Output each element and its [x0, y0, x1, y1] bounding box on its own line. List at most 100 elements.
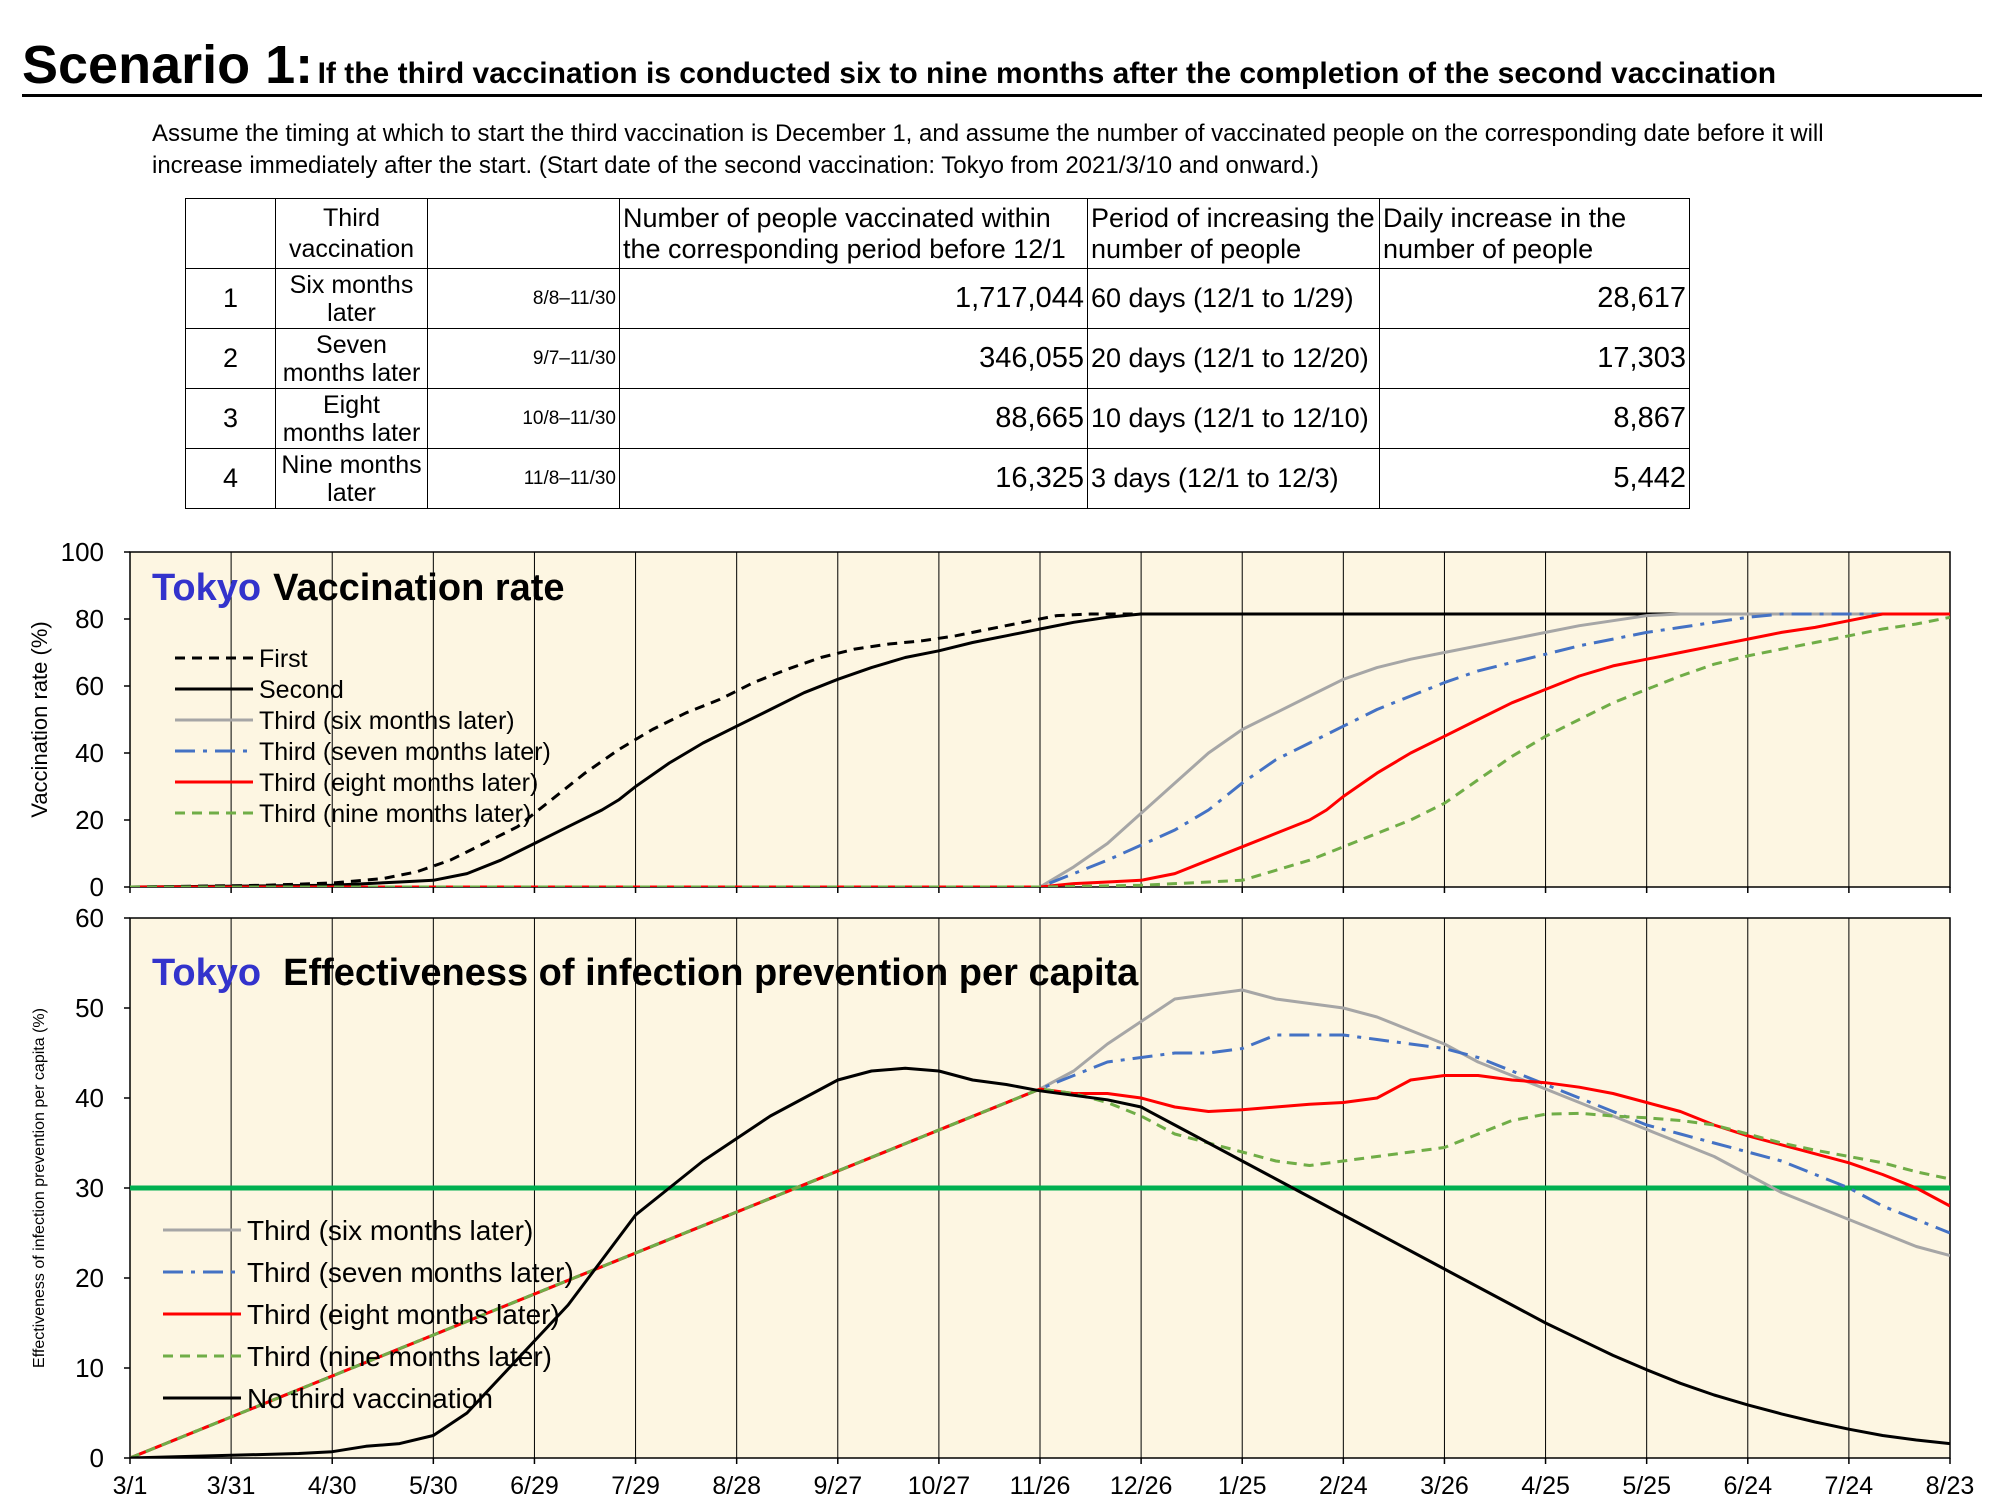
x-tick-label: 7/24 [1825, 1472, 1874, 1500]
y-tick-label: 0 [90, 872, 104, 902]
chart-1: 0 20 40 60 80 100 Vaccination rate (%) Tokyo Vac… [27, 537, 1951, 902]
series-line-2 [130, 612, 1950, 887]
row-range: 10/8–11/30 [427, 388, 620, 449]
series-line-2 [130, 1033, 1950, 1458]
x-tick-label: 8/28 [712, 1472, 761, 1500]
row-no: 2 [185, 328, 276, 389]
x-tick-label: 2/24 [1319, 1472, 1368, 1500]
series-line-6 [130, 615, 1950, 887]
y-axis-label: Effectiveness of infection prevention pe… [31, 1008, 48, 1368]
row-daily: 5,442 [1379, 448, 1690, 509]
legend-label: No third vaccination [247, 1383, 493, 1414]
scenario-subtitle: If the third vaccination is conducted si… [317, 57, 1777, 90]
x-tick-label: 8/23 [1926, 1472, 1975, 1500]
row-timing: Seven months later [275, 328, 428, 389]
y-tick-label: 60 [75, 671, 104, 701]
third-vaccination-table: Third vaccination Number of people vacci… [185, 198, 1690, 509]
row-timing: Eight months later [275, 388, 428, 449]
legend-label: Third (seven months later) [259, 738, 551, 766]
y-tick-label: 30 [75, 1173, 104, 1203]
header-daily: Daily increase in the number of people [1379, 198, 1690, 269]
row-period: 60 days (12/1 to 1/29) [1087, 268, 1380, 329]
chart-2: 3/1 3/31 4/30 5/30 6/29 7/29 8/28 9/27 10/27 11/2… [31, 903, 1974, 1500]
row-people: 16,325 [619, 448, 1088, 509]
row-timing: Six months later [275, 268, 428, 329]
chart-title: Tokyo Vaccination rate [152, 567, 565, 609]
legend-label: Second [259, 676, 344, 704]
series-line-4 [130, 1087, 1950, 1458]
row-people: 88,665 [619, 388, 1088, 449]
page-title: Scenario 1: If the third vaccination is … [22, 38, 1982, 97]
chart-title-region: Tokyo [152, 567, 261, 609]
y-tick-label: 80 [75, 604, 104, 634]
row-range: 8/8–11/30 [427, 268, 620, 329]
legend-label: Third (nine months later) [259, 800, 531, 828]
y-axis-label: Vaccination rate (%) [27, 621, 52, 817]
row-period: 10 days (12/1 to 12/10) [1087, 388, 1380, 449]
chart-title-region: Tokyo [152, 952, 261, 994]
intro-text: Assume the timing at which to start the … [152, 120, 1824, 179]
scenario-label: Scenario 1 [22, 35, 296, 95]
legend-label: First [259, 645, 308, 673]
y-tick-label: 40 [75, 738, 104, 768]
series-line-1 [130, 988, 1950, 1458]
header-period: Period of increasing the number of peopl… [1087, 198, 1380, 269]
x-tick-label: 4/30 [308, 1472, 357, 1500]
x-tick-label: 11/26 [1010, 1472, 1071, 1500]
x-tick-label: 5/25 [1622, 1472, 1671, 1500]
row-period: 3 days (12/1 to 12/3) [1087, 448, 1380, 509]
y-tick-label: 50 [75, 993, 104, 1023]
x-tick-label: 7/29 [611, 1472, 660, 1500]
legend-label: Third (nine months later) [247, 1341, 552, 1372]
x-tick-label: 6/24 [1723, 1472, 1772, 1500]
x-tick-label: 3/1 [113, 1472, 148, 1500]
row-range: 9/7–11/30 [427, 328, 620, 389]
x-tick-label: 4/25 [1521, 1472, 1570, 1500]
header-people: Number of people vaccinated within the c… [619, 198, 1088, 269]
series-line-5 [130, 612, 1950, 887]
title-colon: : [295, 35, 314, 95]
row-timing: Nine months later [275, 448, 428, 509]
chart-title-text: Effectiveness of infection prevention pe… [283, 952, 1139, 994]
y-tick-label: 20 [75, 805, 104, 835]
series-line-4 [130, 612, 1950, 887]
x-tick-label: 6/29 [510, 1472, 559, 1500]
legend-label: Third (six months later) [259, 707, 515, 735]
y-tick-label: 0 [90, 1443, 104, 1473]
table-row: 4 Nine months later 11/8–11/30 16,325 3 … [185, 448, 1690, 509]
x-tick-label: 5/30 [409, 1472, 458, 1500]
table-row: 2 Seven months later 9/7–11/30 346,055 2… [185, 328, 1690, 389]
legend-label: Third (six months later) [247, 1215, 533, 1246]
y-tick-label: 40 [75, 1083, 104, 1113]
row-daily: 17,303 [1379, 328, 1690, 389]
series-line-1 [130, 612, 1950, 887]
row-range: 11/8–11/30 [427, 448, 620, 509]
y-tick-label: 20 [75, 1263, 104, 1293]
chart-title-text: Vaccination rate [273, 567, 564, 609]
x-tick-label: 1/25 [1218, 1472, 1267, 1500]
chart-title: Tokyo Effectiveness of infection preventi… [152, 952, 1139, 994]
legend-label: Third (eight months later) [259, 769, 538, 797]
series-line-5 [130, 1066, 1950, 1458]
x-tick-label: 10/27 [908, 1472, 971, 1500]
header-range [427, 198, 620, 269]
x-tick-label: 3/31 [207, 1472, 256, 1500]
x-tick-label: 12/26 [1110, 1472, 1173, 1500]
row-period: 20 days (12/1 to 12/20) [1087, 328, 1380, 389]
y-tick-label: 10 [75, 1353, 104, 1383]
table-row: 3 Eight months later 10/8–11/30 88,665 1… [185, 388, 1690, 449]
series-line-3 [130, 612, 1950, 887]
table-header-row: Third vaccination Number of people vacci… [185, 198, 1690, 269]
row-people: 1,717,044 [619, 268, 1088, 329]
x-tick-label: 3/26 [1420, 1472, 1469, 1500]
y-tick-label: 100 [61, 537, 104, 567]
legend-label: Third (seven months later) [247, 1257, 574, 1288]
header-third-vaccination: Third vaccination [275, 198, 428, 269]
table-row: 1 Six months later 8/8–11/30 1,717,044 6… [185, 268, 1690, 329]
series-line-3 [130, 1074, 1950, 1458]
legend-label: Third (eight months later) [247, 1299, 560, 1330]
row-daily: 28,617 [1379, 268, 1690, 329]
y-tick-label: 60 [75, 903, 104, 933]
x-tick-label: 9/27 [813, 1472, 862, 1500]
